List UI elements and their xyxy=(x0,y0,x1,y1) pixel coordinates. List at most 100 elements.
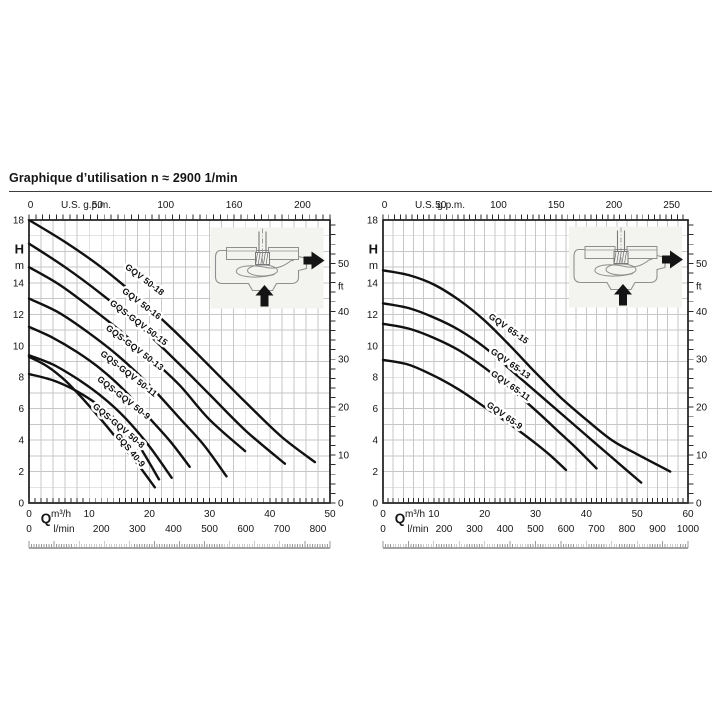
pump-curves xyxy=(27,218,317,489)
lmin-axis-unit: l/min xyxy=(53,524,74,535)
gpm-tick-label: 160 xyxy=(226,200,243,211)
head-tick-label: 10 xyxy=(13,341,25,352)
head-tick-label: 10 xyxy=(367,341,379,352)
flow-axis-lmin: 0 200 300 400 500 600 700 800 l/min xyxy=(26,524,327,535)
head-tick-label: 8 xyxy=(18,373,24,384)
ft-tick-label: 50 xyxy=(696,259,708,270)
flow-path-line xyxy=(594,257,652,277)
flow-tick-label: 0 xyxy=(380,509,386,520)
curve-gqs-gqv-50-13 xyxy=(27,297,228,478)
head-axis-ft: 50 40 30 20 10 0 ft xyxy=(688,224,708,510)
lmin-tick-label: 600 xyxy=(558,524,575,535)
right-float-slab xyxy=(268,247,299,260)
lmin-tick-label: 200 xyxy=(93,524,110,535)
page-title: Graphique d’utilisation n ≈ 2900 1/min xyxy=(9,171,238,185)
right-float-slab xyxy=(626,246,658,259)
curve-gqs-gqv-50-8 xyxy=(27,372,161,481)
gland-hatch-line xyxy=(624,251,627,264)
flow-tick-label: 20 xyxy=(144,509,156,520)
ft-axis-unit: ft xyxy=(696,281,702,292)
flow-tick-label: 60 xyxy=(682,509,694,520)
lmin-tick-label: 1000 xyxy=(677,524,700,535)
ft-tick-label: 30 xyxy=(338,355,350,366)
lmin-tick-label: 500 xyxy=(201,524,218,535)
lmin-tick-label: 900 xyxy=(649,524,666,535)
ft-tick-label: 10 xyxy=(696,451,708,462)
gpm-axis-unit: U.S. g.p.m. xyxy=(61,200,111,211)
gland-hatch-line xyxy=(613,251,617,264)
head-tick-label: 4 xyxy=(372,436,378,447)
gland-hatch-line xyxy=(619,251,622,264)
ft-tick-label: 20 xyxy=(338,403,350,414)
head-axis-m: 18 14 12 10 8 6 4 2 0 Hm xyxy=(13,216,25,510)
ft-tick-label: 0 xyxy=(696,499,702,510)
gland-hatch-line xyxy=(263,252,266,265)
flow-tick-label: 20 xyxy=(479,509,491,520)
ft-tick-label: 0 xyxy=(338,499,344,510)
lmin-tick-label: 400 xyxy=(165,524,182,535)
curve-gqv-65-9 xyxy=(381,358,568,472)
head-axis-m: 18 14 12 10 8 6 4 2 0 Hm xyxy=(367,216,379,510)
gland-hatch-line xyxy=(621,251,625,264)
ft-tick-label: 50 xyxy=(338,259,350,270)
curve-gqv-65-13 xyxy=(381,302,643,484)
inlet-arrow-icon xyxy=(614,284,632,306)
gpm-tick-label: 50 xyxy=(92,200,104,211)
head-tick-label: 2 xyxy=(372,467,378,478)
head-axis-unit: m xyxy=(15,260,24,272)
ft-tick-label: 10 xyxy=(338,451,350,462)
inlet-arrow-icon xyxy=(255,285,274,307)
head-axis-label: H xyxy=(369,241,378,256)
pump-curves xyxy=(381,269,672,484)
flow-tick-label: 40 xyxy=(264,509,276,520)
gpm-tick-label: 0 xyxy=(382,200,388,211)
head-tick-label: 18 xyxy=(13,216,25,227)
left-float-slab xyxy=(584,246,616,259)
gpm-axis: 0 50 100 160 200 U.S. g.p.m. xyxy=(28,200,331,220)
head-tick-label: 2 xyxy=(18,467,24,478)
lmin-tick-label: 700 xyxy=(273,524,290,535)
lmin-tick-label: 0 xyxy=(380,524,386,535)
gpm-axis-unit: U.S. g.p.m. xyxy=(415,200,465,211)
lmin-tick-label: 0 xyxy=(26,524,32,535)
head-tick-label: 0 xyxy=(372,499,378,510)
lmin-tick-label: 600 xyxy=(237,524,254,535)
lmin-tick-label: 300 xyxy=(466,524,483,535)
gpm-tick-label: 100 xyxy=(490,200,507,211)
flow-axis-m3h: 0 10 20 30 40 50 m³/hQ xyxy=(26,498,336,526)
flow-tick-label: 40 xyxy=(581,509,593,520)
head-tick-label: 6 xyxy=(18,404,24,415)
ft-axis-unit: ft xyxy=(338,281,344,292)
head-tick-label: 14 xyxy=(13,278,25,289)
ft-tick-label: 20 xyxy=(696,403,708,414)
flow-tick-label: 30 xyxy=(530,509,542,520)
head-tick-label: 0 xyxy=(18,499,24,510)
lmin-axis-unit: l/min xyxy=(407,524,428,535)
gpm-tick-label: 100 xyxy=(157,200,174,211)
flow-axis-lmin: 0 200 300 400 500 600 700 800 900 1000 l/min xyxy=(380,524,699,535)
head-tick-label: 18 xyxy=(367,216,379,227)
gpm-axis: 0 50 100 150 200 250 U.S. g.p.m. xyxy=(382,200,684,220)
curve-gqv-50-18 xyxy=(27,218,317,464)
flow-symbol: Q xyxy=(41,511,52,526)
lmin-tick-label: 200 xyxy=(436,524,453,535)
lmin-tick-label: 400 xyxy=(497,524,514,535)
curve-gqv-65-15 xyxy=(381,269,672,473)
gpm-tick-label: 150 xyxy=(548,200,565,211)
outlet-arrow-icon xyxy=(303,251,325,270)
flow-axis-m3h: 0 10 20 30 40 50 60 m³/hQ xyxy=(380,498,694,526)
pump-schematic xyxy=(569,226,683,308)
lmin-tick-label: 700 xyxy=(588,524,605,535)
gland-hatch-line xyxy=(260,252,264,265)
flow-tick-label: 50 xyxy=(324,509,336,520)
flow-axis-unit: m³/h xyxy=(51,509,71,520)
lmin-tick-label: 800 xyxy=(310,524,327,535)
lmin-tick-label: 800 xyxy=(619,524,636,535)
flow-tick-label: 10 xyxy=(84,509,96,520)
gland-hatch-line xyxy=(265,252,269,265)
head-tick-label: 12 xyxy=(367,310,379,321)
gpm-tick-label: 50 xyxy=(435,200,447,211)
